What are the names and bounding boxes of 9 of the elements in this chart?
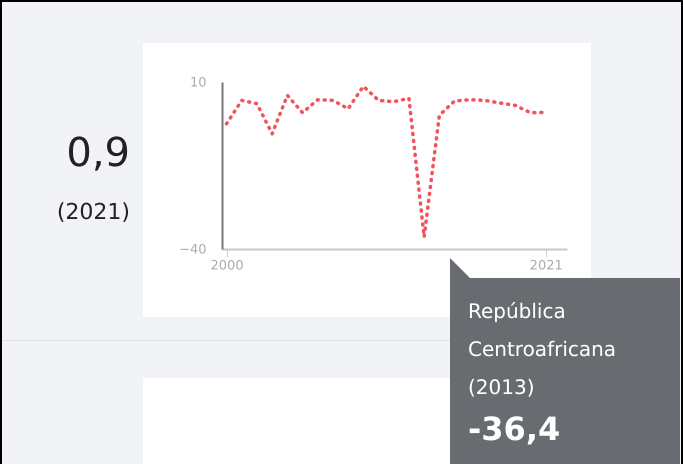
y-tick-label: 10 (190, 76, 206, 90)
x-tick-label: 2021 (530, 258, 563, 274)
text: 0,9 (66, 130, 130, 176)
text: (2013) (468, 374, 536, 401)
x-tick-label: 2000 (210, 258, 244, 274)
text: (2021) (56, 200, 130, 225)
y-tick-label: −40 (179, 242, 206, 258)
text: -36,4 (468, 409, 562, 450)
text: República Centroafricana (468, 298, 618, 363)
